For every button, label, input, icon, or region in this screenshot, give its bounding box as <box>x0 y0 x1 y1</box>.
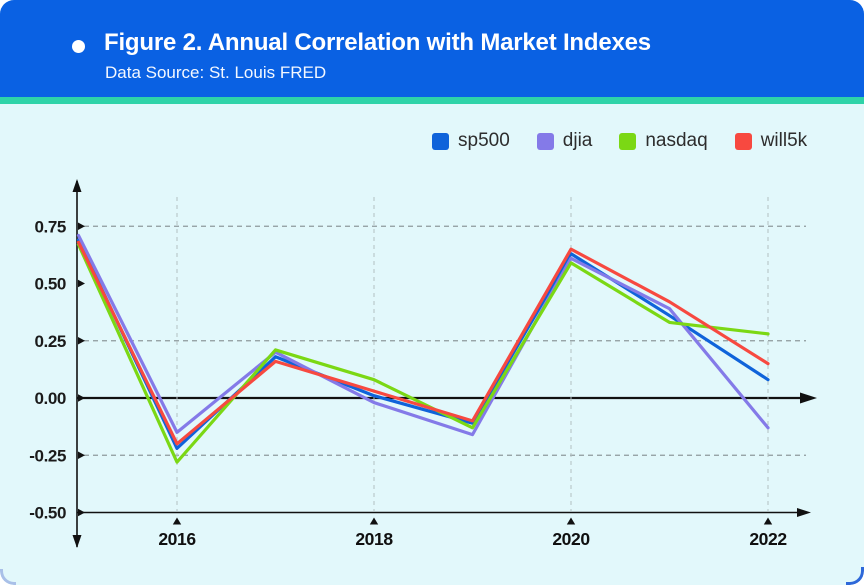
y-tick-icon <box>78 394 85 402</box>
legend-item-will5k: will5k <box>734 130 808 152</box>
x-tick-icon <box>369 517 379 525</box>
series-line-will5k <box>76 240 770 446</box>
y-tick-label: 0.25 <box>35 332 67 351</box>
y-axis-down-arrow-icon <box>72 535 82 548</box>
legend-label: djia <box>562 130 593 151</box>
legend-swatch-icon <box>619 132 637 150</box>
x-tick-label: 2016 <box>158 529 196 549</box>
y-tick-icon <box>78 451 85 460</box>
x-axis-arrow-icon <box>797 508 811 517</box>
bullet-icon <box>72 40 85 53</box>
y-tick-label: -0.25 <box>29 446 66 465</box>
legend: sp500 djia nasdaq will5k <box>432 130 807 152</box>
y-tick-label: 0.50 <box>35 275 67 294</box>
x-tick-icon <box>566 517 576 525</box>
y-tick-icon <box>78 508 85 517</box>
accent-strip <box>0 97 864 104</box>
legend-item-sp500: sp500 <box>432 130 510 152</box>
y-axis-up-arrow-icon <box>72 179 82 192</box>
y-tick-label: 0.00 <box>35 389 67 408</box>
y-tick-icon <box>78 279 85 288</box>
series-line-djia <box>76 233 770 437</box>
legend-item-nasdaq: nasdaq <box>619 130 708 152</box>
x-tick-label: 2022 <box>749 529 787 549</box>
x-tick-icon <box>763 517 773 525</box>
y-tick-label: 0.75 <box>35 217 67 236</box>
header-banner: Figure 2. Annual Correlation with Market… <box>0 0 864 97</box>
x-tick-label: 2018 <box>355 529 393 549</box>
series-line-sp500 <box>76 238 770 450</box>
x-tick-label: 2020 <box>552 529 590 549</box>
figure-title: Figure 2. Annual Correlation with Market… <box>104 29 651 56</box>
zero-axis-arrow-icon <box>800 392 817 404</box>
legend-swatch-icon <box>432 132 449 150</box>
legend-swatch-icon <box>734 132 752 150</box>
legend-label: nasdaq <box>645 130 708 151</box>
corner-arc-right <box>846 567 864 585</box>
y-tick-icon <box>78 336 85 345</box>
legend-item-djia: djia <box>536 130 593 152</box>
legend-label: sp500 <box>458 130 510 151</box>
legend-swatch-icon <box>536 132 554 150</box>
x-tick-icon <box>172 517 182 525</box>
y-tick-label: -0.50 <box>29 504 66 523</box>
data-source-label: Data Source: St. Louis FRED <box>105 63 327 82</box>
series-line-nasdaq <box>76 242 770 464</box>
y-tick-icon <box>78 222 85 231</box>
legend-label: will5k <box>760 130 808 151</box>
corner-arc-left <box>0 569 16 585</box>
